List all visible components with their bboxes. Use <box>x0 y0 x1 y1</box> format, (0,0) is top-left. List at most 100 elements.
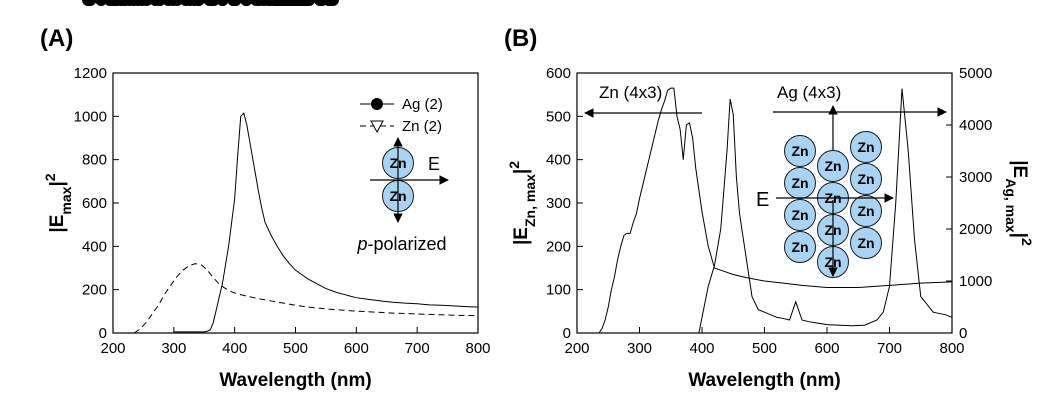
y-tick-label: 300 <box>546 195 571 212</box>
series-annotation: Zn (4x3) <box>599 83 662 102</box>
data-point <box>314 0 326 6</box>
y-axis-title-part: | <box>47 181 68 186</box>
y2-tick-label: 2000 <box>959 221 992 238</box>
data-point <box>253 0 266 6</box>
x-tick-label: 700 <box>405 340 430 357</box>
particle-label: Zn <box>791 239 808 255</box>
particle-label: Zn <box>857 171 874 187</box>
panel-label: (B) <box>504 25 537 52</box>
y-tick-label: 100 <box>546 282 571 299</box>
x-tick-label: 500 <box>283 340 308 357</box>
y-axis-title-part: |E <box>47 215 68 233</box>
y-tick-label: 1200 <box>74 65 107 82</box>
y-axis-title-part: Zn, max <box>522 174 538 227</box>
x-tick-label: 300 <box>161 340 186 357</box>
y-tick-label: 1000 <box>74 108 107 125</box>
y-tick-label: 500 <box>546 108 571 125</box>
x-tick-label: 600 <box>344 340 369 357</box>
particle <box>784 135 816 167</box>
series-annotation: Ag (4x3) <box>777 83 841 102</box>
y-axis-title-part: | <box>511 169 532 174</box>
y2-axis-title-part: Ag, max <box>1003 178 1019 233</box>
y-axis-title: |EZn, max|2 <box>506 161 538 245</box>
y-axis-title-part: max <box>58 186 74 214</box>
y-tick-label: 200 <box>546 238 571 255</box>
data-point <box>275 0 288 6</box>
x-tick-label: 200 <box>564 340 589 357</box>
legend-marker <box>371 98 383 110</box>
particle-label: Zn <box>824 158 841 174</box>
field-label: E <box>756 189 769 211</box>
series-line <box>639 88 953 334</box>
data-point <box>240 0 253 6</box>
series-line <box>173 112 479 333</box>
data-point <box>205 0 218 6</box>
y2-tick-label: 4000 <box>959 117 992 134</box>
y-axis-title-part: |E <box>511 227 532 245</box>
particle-label: Zn <box>791 143 808 159</box>
y2-axis-title-part: |E <box>1009 160 1030 178</box>
y-axis-title-part: 2 <box>42 173 58 181</box>
x-tick-label: 700 <box>877 340 902 357</box>
x-tick-label: 200 <box>100 340 125 357</box>
legend-label: Zn (2) <box>402 118 442 135</box>
x-tick-label: 400 <box>222 340 247 357</box>
particle <box>850 163 882 195</box>
panel-label: (A) <box>40 25 73 52</box>
data-point <box>82 0 95 6</box>
polarization-label: p-polarized <box>356 234 446 254</box>
y2-axis-title-part: 2 <box>1019 238 1035 246</box>
y-tick-label: 200 <box>82 282 107 299</box>
legend-label: Ag (2) <box>402 96 443 113</box>
data-point <box>140 0 153 6</box>
data-point <box>153 0 166 6</box>
data-point <box>192 0 205 6</box>
x-tick-label: 800 <box>465 340 490 357</box>
legend-marker <box>370 120 384 134</box>
data-point <box>184 0 196 6</box>
data-point <box>227 0 240 6</box>
data-point <box>95 0 108 6</box>
y2-axis-title-part: | <box>1009 233 1030 238</box>
x-tick-label: 300 <box>627 340 652 357</box>
y-tick-label: 0 <box>99 325 107 342</box>
polarization-part: p <box>356 234 367 254</box>
particle <box>817 150 849 182</box>
y-tick-label: 400 <box>546 152 571 169</box>
data-point <box>216 0 229 6</box>
particle-label: Zn <box>857 203 874 219</box>
particle-label: Zn <box>857 139 874 155</box>
y2-tick-label: 3000 <box>959 169 992 186</box>
x-tick-label: 400 <box>689 340 714 357</box>
series-line <box>598 87 953 334</box>
polarization-part: -polarized <box>367 234 446 254</box>
y2-tick-label: 5000 <box>959 65 992 82</box>
y-axis-title: |Emax|2 <box>42 173 74 232</box>
particle-label: Zn <box>791 207 808 223</box>
series-line <box>134 263 479 334</box>
data-point <box>132 0 144 6</box>
particle-label: Zn <box>791 175 808 191</box>
particle <box>850 131 882 163</box>
x-tick-label: 600 <box>814 340 839 357</box>
particle <box>784 199 816 231</box>
particle <box>784 231 816 263</box>
particle <box>850 195 882 227</box>
data-point <box>162 0 175 6</box>
x-axis-title: Wavelength (nm) <box>688 370 840 391</box>
particle-label: Zn <box>857 235 874 251</box>
y-axis-title-part: 2 <box>506 161 522 169</box>
x-axis-title: Wavelength (nm) <box>219 370 371 391</box>
y2-tick-label: 0 <box>959 325 967 342</box>
particle <box>850 227 882 259</box>
field-label: E <box>428 154 440 174</box>
data-point <box>322 0 335 6</box>
y-tick-label: 800 <box>82 152 107 169</box>
y-tick-label: 0 <box>563 325 571 342</box>
y2-axis-title: |EAg, max|2 <box>1003 160 1035 246</box>
y-tick-label: 400 <box>82 238 107 255</box>
y-tick-label: 600 <box>82 195 107 212</box>
y2-tick-label: 1000 <box>959 273 992 290</box>
y-tick-label: 600 <box>546 65 571 82</box>
